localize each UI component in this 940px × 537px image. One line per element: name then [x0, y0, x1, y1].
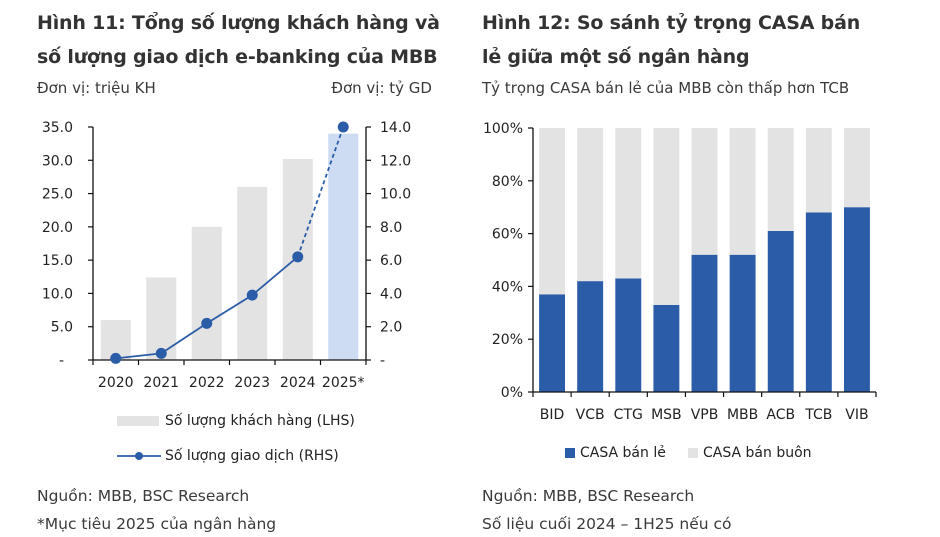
x-tick-label: 2020	[98, 375, 134, 391]
legend-item-customers: Số lượng khách hàng (LHS)	[117, 413, 355, 429]
y-right-tick-label: 8.0	[380, 220, 402, 236]
bar-casa-retail-VCB	[577, 281, 604, 392]
figure-12-panel: Hình 12: So sánh tỷ trọng CASA bán lẻ gi…	[470, 0, 940, 537]
point-transactions-2020	[110, 352, 122, 364]
x-tick-label: 2025*	[322, 375, 365, 391]
x-tick-label: ACB	[766, 407, 795, 423]
bar-customers-2022	[191, 226, 222, 360]
bar-customers-2021	[146, 277, 177, 360]
y-right-tick-label: 10.0	[380, 187, 411, 203]
legend-item-transactions: Số lượng giao dịch (RHS)	[117, 448, 339, 464]
legend-label-customers: Số lượng khách hàng (LHS)	[165, 413, 355, 429]
bar-casa-wholesale-BID	[539, 128, 566, 295]
y-tick-label: 0%	[501, 385, 523, 401]
figure-12-footnote: Số liệu cuối 2024 – 1H25 nếu có	[482, 515, 732, 533]
x-tick-label: 2021	[143, 375, 179, 391]
figure-11-footnote: *Mục tiêu 2025 của ngân hàng	[37, 515, 277, 533]
figure-12-title-line1: Hình 12: So sánh tỷ trọng CASA bán	[482, 12, 861, 34]
figure-11-source: Nguồn: MBB, BSC Research	[37, 487, 250, 505]
y-right-tick-label: 6.0	[380, 253, 402, 269]
bar-casa-wholesale-MSB	[653, 128, 680, 305]
bar-casa-retail-CTG	[615, 278, 642, 392]
y-left-tick-label: -	[59, 353, 64, 369]
y-tick-label: 60%	[492, 227, 523, 243]
legend-swatch-customers	[117, 416, 159, 426]
line-transactions-dashed	[296, 126, 345, 258]
bar-casa-wholesale-VCB	[577, 128, 604, 282]
legend-item-casa-wholesale: CASA bán buôn	[688, 445, 812, 461]
chart-customers-transactions: - 5.0 10.0 15.0 20.0 25.0 30.0 35.0 - 2.0 4.0 6.0 8.…	[42, 120, 411, 391]
y-left-tick-label: 25.0	[42, 187, 73, 203]
legend-label-casa-retail: CASA bán lẻ	[580, 445, 666, 461]
bar-casa-wholesale-TCB	[805, 128, 832, 213]
x-tick-label: BID	[540, 407, 565, 423]
y-left-tick-label: 10.0	[42, 286, 73, 302]
x-tick-label: VIB	[845, 407, 868, 423]
bar-casa-wholesale-ACB	[767, 128, 794, 231]
y-tick-label: 80%	[492, 174, 523, 190]
point-transactions-2025*	[337, 121, 349, 133]
x-tick-label: MBB	[727, 407, 758, 423]
bar-casa-wholesale-VIB	[843, 128, 870, 208]
x-tick-label: 2024	[280, 375, 316, 391]
bar-casa-retail-BID	[539, 294, 566, 392]
y-left-tick-label: 15.0	[42, 253, 73, 269]
bar-customers-2025*	[328, 133, 359, 360]
figure-11-title-line1: Hình 11: Tổng số lượng khách hàng và	[37, 12, 440, 34]
unit-left-label: Đơn vị: triệu KH	[37, 79, 156, 97]
legend-item-casa-retail: CASA bán lẻ	[565, 445, 666, 461]
bar-casa-wholesale-VPB	[691, 128, 718, 255]
point-transactions-2021	[155, 347, 167, 359]
chart-casa-retail-share: 0% 20% 40% 60% 80% 100% BID VCB CTG MSB VPB MBB ACB T…	[483, 121, 877, 423]
legend-line-marker-icon	[117, 452, 161, 460]
point-transactions-2022	[201, 317, 213, 329]
y-tick-label: 100%	[483, 121, 523, 137]
y-right-tick-label: -	[380, 353, 385, 369]
x-tick-label: TCB	[804, 407, 832, 423]
legend-label-transactions: Số lượng giao dịch (RHS)	[165, 448, 339, 464]
x-tick-label: VPB	[691, 407, 719, 423]
bar-casa-retail-VIB	[843, 207, 870, 392]
figure-12-subtitle: Tỷ trọng CASA bán lẻ của MBB còn thấp hơ…	[482, 79, 850, 97]
y-left-tick-label: 20.0	[42, 220, 73, 236]
figure-12-title-line2: lẻ giữa một số ngân hàng	[482, 46, 750, 68]
legend-swatch-casa-wholesale	[688, 448, 698, 458]
bar-casa-wholesale-MBB	[729, 128, 756, 255]
x-tick-label: MSB	[651, 407, 682, 423]
bar-casa-retail-ACB	[767, 230, 794, 392]
y-right-tick-label: 14.0	[380, 120, 411, 136]
figure-11-title-line2: số lượng giao dịch e-banking của MBB	[37, 46, 438, 68]
bar-casa-retail-MBB	[729, 254, 756, 392]
bar-casa-retail-MSB	[653, 304, 680, 392]
y-tick-label: 20%	[492, 332, 523, 348]
x-tick-label: 2023	[234, 375, 270, 391]
bar-casa-retail-VPB	[691, 254, 718, 392]
x-tick-label: 2022	[189, 375, 225, 391]
bar-casa-retail-TCB	[805, 212, 832, 392]
y-left-tick-label: 5.0	[51, 320, 73, 336]
figure-11-panel: Hình 11: Tổng số lượng khách hàng và số …	[37, 12, 440, 533]
y-right-tick-label: 12.0	[380, 153, 411, 169]
point-transactions-2023	[246, 289, 258, 301]
unit-right-label: Đơn vị: tỷ GD	[331, 79, 432, 97]
x-tick-label: VCB	[576, 407, 605, 423]
x-tick-label: CTG	[614, 407, 643, 423]
bar-customers-2023	[237, 186, 268, 360]
legend-swatch-casa-retail	[565, 448, 575, 458]
figure-12-source: Nguồn: MBB, BSC Research	[482, 487, 695, 505]
legend-label-casa-wholesale: CASA bán buôn	[703, 445, 812, 461]
point-transactions-2024	[292, 251, 304, 263]
bar-casa-wholesale-CTG	[615, 128, 642, 279]
y-right-tick-label: 2.0	[380, 320, 402, 336]
y-left-tick-label: 30.0	[42, 153, 73, 169]
y-left-tick-label: 35.0	[42, 120, 73, 136]
y-right-tick-label: 4.0	[380, 286, 402, 302]
y-tick-label: 40%	[492, 279, 523, 295]
